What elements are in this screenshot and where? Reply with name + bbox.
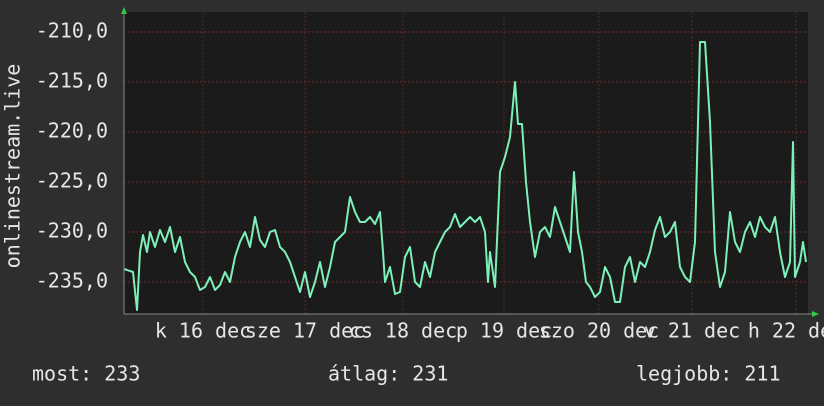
y-tick-label: -210,0 (36, 19, 108, 43)
stat-average: átlag: 231 (328, 362, 448, 386)
plot-area (124, 12, 808, 314)
x-tick-label: sze 17 dec (245, 319, 365, 343)
axis-arrow (812, 311, 819, 317)
x-tick-label: szo 20 dec (539, 319, 659, 343)
x-tick-label: v 21 dec (644, 319, 740, 343)
x-tick-label: h 22 dec (748, 319, 824, 343)
y-tick-label: -215,0 (36, 69, 108, 93)
x-tick-label: cs 18 dec (349, 319, 457, 343)
y-tick-label: -235,0 (36, 269, 108, 293)
y-tick-label: -230,0 (36, 219, 108, 243)
data-line (123, 41, 807, 311)
x-tick-label: k 16 dec (155, 319, 251, 343)
y-tick-label: -225,0 (36, 169, 108, 193)
x-tick-label: p 19 dec (456, 319, 552, 343)
stat-current: most: 233 (32, 362, 140, 386)
y-axis-label: onlinestream.live (1, 64, 25, 269)
y-tick-label: -220,0 (36, 119, 108, 143)
axis-arrow (121, 7, 127, 14)
stat-best: legjobb: 211 (636, 362, 781, 386)
